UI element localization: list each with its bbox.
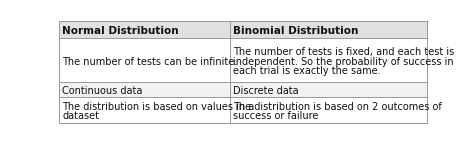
Text: each trial is exactly the same.: each trial is exactly the same. bbox=[233, 66, 381, 76]
Bar bbox=[59, 38, 230, 82]
Text: The distribution is based on values in a: The distribution is based on values in a bbox=[62, 102, 255, 112]
Bar bbox=[59, 82, 230, 97]
Bar bbox=[230, 21, 427, 38]
Bar bbox=[230, 97, 427, 123]
Text: The number of tests can be infinite.: The number of tests can be infinite. bbox=[62, 57, 237, 67]
Bar bbox=[230, 38, 427, 82]
Text: dataset: dataset bbox=[62, 111, 99, 121]
Bar bbox=[59, 97, 230, 123]
Text: success or failure: success or failure bbox=[233, 111, 319, 121]
Text: Normal Distribution: Normal Distribution bbox=[62, 26, 179, 36]
Text: Discrete data: Discrete data bbox=[233, 86, 299, 96]
Text: The number of tests is fixed, and each test is: The number of tests is fixed, and each t… bbox=[233, 47, 454, 57]
Text: independent. So the probability of success in: independent. So the probability of succe… bbox=[233, 57, 454, 67]
Text: The distribution is based on 2 outcomes of: The distribution is based on 2 outcomes … bbox=[233, 102, 442, 112]
Text: Continuous data: Continuous data bbox=[62, 86, 143, 96]
Bar bbox=[59, 21, 230, 38]
Bar bbox=[230, 82, 427, 97]
Text: Binomial Distribution: Binomial Distribution bbox=[233, 26, 358, 36]
